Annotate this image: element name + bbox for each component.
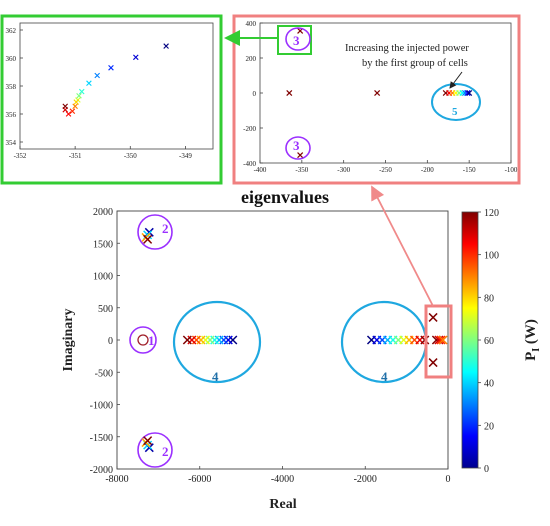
x-tick-label: -6000: [188, 474, 211, 485]
eigenvalue-marker: [72, 103, 78, 110]
eigenvalue-marker: [459, 89, 466, 97]
y-tick-label: 1500: [93, 239, 113, 250]
x-tick-label: -2000: [354, 474, 377, 485]
eigenvalue-marker: [464, 89, 471, 97]
main-to-zoom-arrow: [371, 185, 434, 307]
y-tick-label: 500: [98, 304, 113, 315]
x-tick-label: 0: [446, 474, 451, 485]
eigenvalue-marker: [436, 335, 446, 345]
y-tick-label: 1000: [93, 272, 113, 283]
eigenvalue-marker: [86, 80, 92, 86]
y-tick-label: 360: [6, 55, 17, 63]
y-tick-label: 354: [6, 139, 17, 147]
eigenvalue-marker: [438, 335, 448, 345]
x-tick-label: -150: [463, 166, 476, 174]
eigenvalue-marker: [108, 65, 114, 71]
y-tick-label: 362: [6, 27, 17, 35]
main-circle-1: [129, 326, 157, 354]
main-label-4-left: 4: [212, 369, 219, 384]
eigenvalue-1-ring: [137, 334, 149, 346]
eigenvalue-marker: [163, 43, 169, 49]
eigenvalue-marker: [434, 335, 444, 345]
zoom-right-label-5: 5: [452, 106, 458, 118]
zoom-left-frame: [0, 14, 223, 185]
zoom-right-highlight-box: [277, 25, 312, 55]
x-tick-label: -100: [505, 166, 518, 174]
eigenvalue-marker: [428, 312, 438, 322]
main-circle-4-left: [172, 300, 262, 384]
colorbar-tick-label: 40: [484, 379, 494, 390]
eigenvalue-marker: [62, 103, 69, 110]
zoom-right-frame: [232, 14, 521, 185]
colorbar-tick-label: 80: [484, 293, 494, 304]
colorbar-tick-label: 100: [484, 251, 499, 262]
eigenvalue-marker: [374, 89, 381, 97]
zoom-right-note-line2: by the first group of cells: [362, 58, 468, 69]
eigenvalue-marker: [65, 111, 72, 117]
eigenvalue-marker: [78, 88, 85, 95]
y-tick-label: -1500: [90, 433, 113, 444]
main-label-2-bottom: 2: [162, 444, 169, 459]
y-tick-label: -1000: [90, 401, 113, 412]
eigenvalue-marker: [466, 89, 473, 97]
y-tick-label: 2000: [93, 207, 113, 218]
eigenvalue-marker: [428, 358, 438, 368]
eigenvalue-marker: [69, 108, 76, 114]
main-circle-2-bottom: [137, 432, 173, 468]
zoom-right-circle-3-top: [285, 27, 311, 51]
x-tick-label: -351: [69, 152, 82, 160]
x-tick-label: -350: [295, 166, 308, 174]
x-axis-label: Real: [269, 497, 296, 512]
y-tick-label: 400: [246, 20, 257, 28]
y-tick-label: 358: [6, 83, 17, 91]
main-label-1: 1: [148, 333, 155, 348]
eigenvalue-marker: [286, 89, 293, 97]
colorbar-tick-label: 60: [484, 336, 494, 347]
chart-title: eigenvalues: [241, 187, 329, 207]
y-tick-label: -200: [243, 125, 256, 133]
y-tick-label: -400: [243, 160, 256, 168]
colorbar: [461, 211, 479, 469]
zoom-right-note-arrow: [449, 71, 463, 89]
eigenvalue-marker: [133, 54, 139, 61]
y-tick-label: 0: [253, 90, 257, 98]
main-label-2-top: 2: [162, 221, 169, 236]
eigenvalue-marker: [73, 99, 80, 105]
y-tick-label: -500: [95, 368, 113, 379]
y-tick-label: 0: [108, 336, 113, 347]
main-circle-2-top: [137, 214, 173, 250]
colorbar-tick-label: 20: [484, 421, 494, 432]
y-tick-label: 200: [246, 55, 257, 63]
x-tick-label: -200: [421, 166, 434, 174]
eigenvalue-marker: [297, 152, 304, 159]
y-axis-label: Imaginary: [61, 309, 76, 372]
eigenvalue-marker: [143, 234, 153, 244]
zoom-left-axes: [19, 22, 214, 150]
x-tick-label: -400: [254, 166, 267, 174]
y-tick-label: -2000: [90, 465, 113, 476]
colorbar-tick-label: 120: [484, 208, 499, 219]
x-tick-label: -4000: [271, 474, 294, 485]
eigenvalue-marker: [76, 93, 82, 99]
x-tick-label: -300: [337, 166, 350, 174]
colorbar-tick-label: 0: [484, 464, 489, 475]
zoom-right-circle-3-bottom: [285, 136, 311, 160]
main-label-4-right: 4: [381, 369, 388, 384]
x-tick-label: -352: [14, 152, 27, 160]
colorbar-label: PI (W): [523, 319, 542, 361]
x-tick-label: -8000: [105, 474, 128, 485]
eigenvalue-marker: [182, 335, 192, 345]
zoom-right-label-3-bottom: 3: [293, 138, 300, 153]
y-tick-label: 356: [6, 111, 17, 119]
x-tick-label: -250: [379, 166, 392, 174]
x-tick-label: -350: [124, 152, 137, 160]
x-tick-label: -349: [179, 152, 192, 160]
zoom-right-label-3-top: 3: [293, 33, 300, 48]
eigenvalue-marker: [94, 72, 100, 79]
eigenvalue-marker: [143, 436, 153, 446]
main-zoom-box: [424, 304, 453, 379]
zoom-right-note-line1: Increasing the injected power: [345, 43, 469, 54]
